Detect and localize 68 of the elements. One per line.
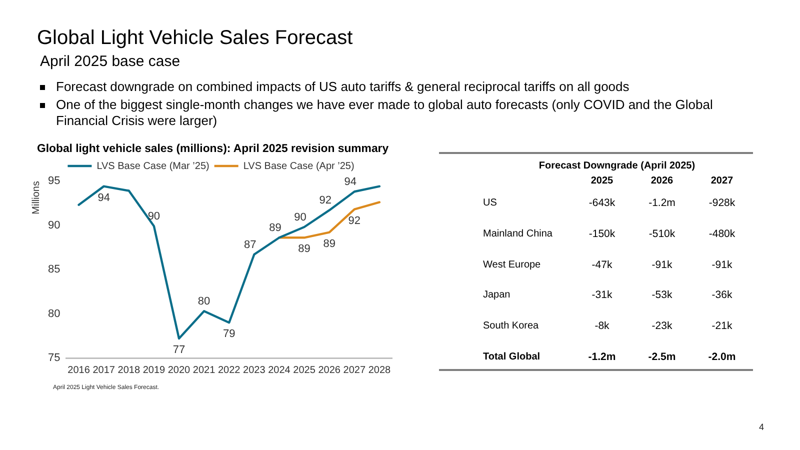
text: -643k <box>588 196 616 209</box>
data-label: 94 <box>344 176 357 188</box>
text: Global light vehicle sales (millions): April 2025 revision summary <box>37 143 389 156</box>
text: -23k <box>652 320 672 332</box>
data-label: 77 <box>172 344 186 356</box>
text: Forecast downgrade on combined impacts of US auto tariffs & general reciprocal tariffs on all goods <box>56 79 630 95</box>
data-label: 89 <box>269 222 282 234</box>
text: 4 <box>759 422 764 432</box>
data-label: 90 <box>148 210 160 223</box>
x-tick-label: 2021 <box>192 364 216 376</box>
x-tick-label: 2016 <box>68 364 90 376</box>
category-label: South Korea <box>483 320 539 332</box>
text: -36k <box>712 289 732 302</box>
x-tick-label: 2028 <box>368 364 392 376</box>
text: -91k <box>712 258 732 271</box>
legend-label: LVS Base Case (Apr ’25) <box>243 160 354 172</box>
text: One of the biggest single-month changes we have ever made to global auto forecasts (only COVID and the Global Financial Crisis were larger) <box>56 97 714 129</box>
y-tick-label: 85 <box>48 264 60 276</box>
chart-title: Global Light Vehicle Sales Forecast <box>37 27 353 50</box>
x-tick-label: 2023 <box>243 364 266 376</box>
data-label: 80 <box>198 296 210 308</box>
text: -47k <box>592 258 612 271</box>
data-label: 92 <box>348 214 361 227</box>
x-tick-label: 2026 <box>318 364 341 376</box>
text: -150k <box>588 228 616 240</box>
y-axis-title: Millions <box>30 181 42 214</box>
data-label: 79 <box>222 328 236 340</box>
text: -2.0m <box>708 350 736 363</box>
y-tick-label: 75 <box>48 352 60 364</box>
data-label: 89 <box>298 243 310 256</box>
category-label: Total Global <box>483 351 540 362</box>
x-tick-label: 2022 <box>218 364 241 376</box>
y-tick-label: 90 <box>48 219 60 232</box>
category-label: Mainland China <box>483 228 552 240</box>
text: -53k <box>652 289 672 302</box>
x-tick-label: 2025 <box>293 364 316 376</box>
category-label: 2027 <box>710 175 734 187</box>
y-tick-label: 80 <box>48 308 60 320</box>
text: -2.5m <box>648 350 676 363</box>
data-label: 92 <box>319 194 332 207</box>
data-label: 87 <box>244 238 256 251</box>
category-label: 2025 <box>590 175 614 187</box>
category-label: West Europe <box>483 258 541 270</box>
x-tick-label: 2017 <box>92 364 116 376</box>
legend-label: LVS Base Case (Mar ’25) <box>96 160 210 172</box>
text: -510k <box>648 228 676 240</box>
data-label: 94 <box>98 192 110 204</box>
category-label: US <box>483 197 497 208</box>
text: -31k <box>592 289 612 302</box>
text: -480k <box>708 228 736 240</box>
x-tick-label: 2018 <box>118 364 140 376</box>
y-tick-label: 95 <box>48 175 60 188</box>
data-label: 89 <box>323 238 336 250</box>
text: Forecast Downgrade (April 2025) <box>538 160 696 172</box>
chart-subtitle: April 2025 base case <box>40 53 180 70</box>
category-label: 2026 <box>650 175 674 187</box>
text: -1.2m <box>648 196 676 209</box>
x-tick-label: 2019 <box>142 364 166 376</box>
text: -91k <box>652 258 672 271</box>
text: -928k <box>708 196 736 209</box>
text: -1.2m <box>588 350 616 363</box>
category-label: Japan <box>483 290 510 301</box>
x-tick-label: 2027 <box>343 364 366 376</box>
x-tick-label: 2020 <box>168 364 191 376</box>
x-tick-label: 2024 <box>268 364 291 376</box>
text: -8k <box>594 320 610 332</box>
text: -21k <box>712 320 732 332</box>
data-label: 90 <box>294 212 306 224</box>
